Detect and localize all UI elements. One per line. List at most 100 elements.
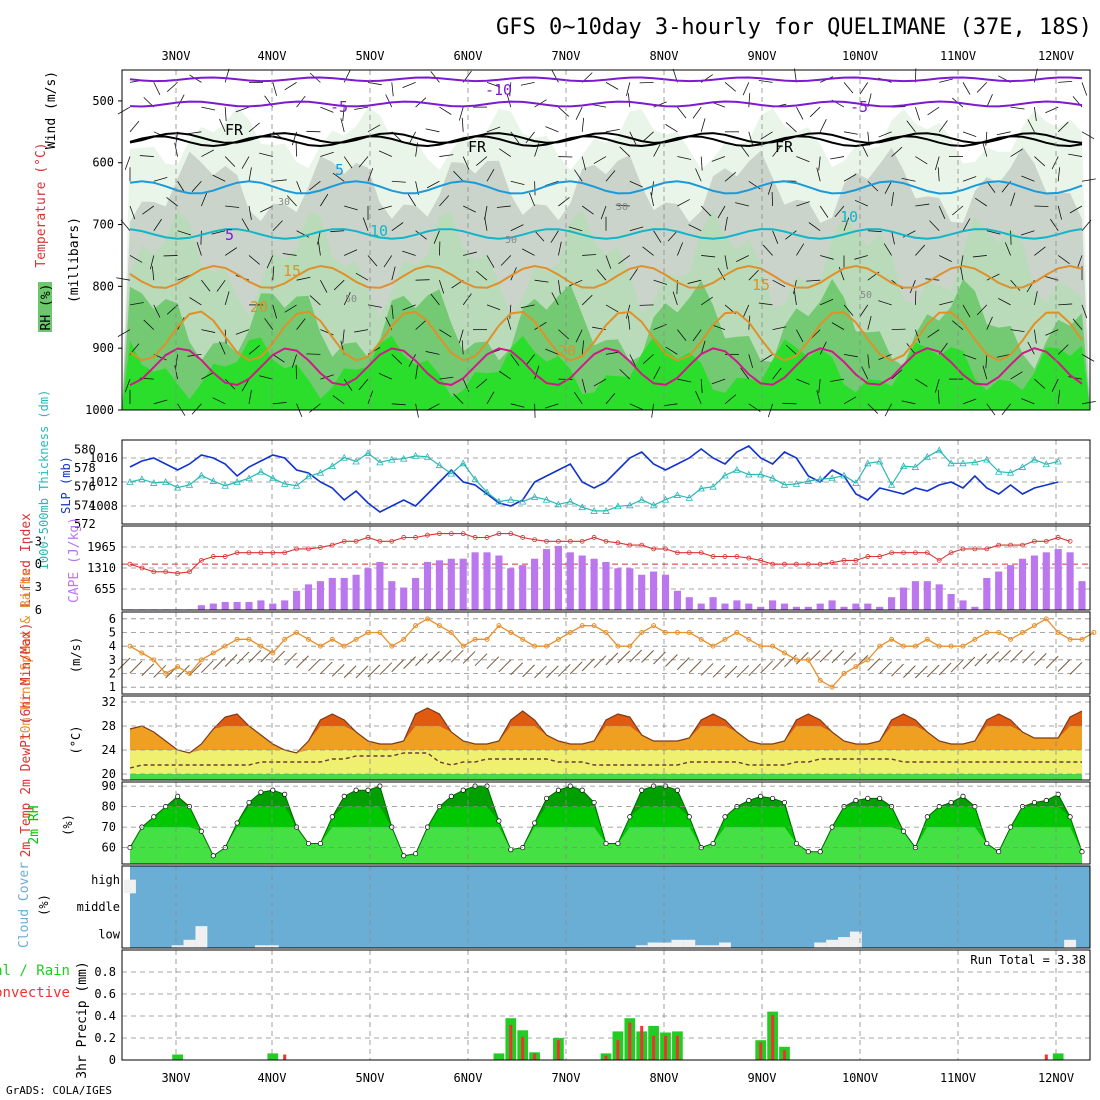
wind10m-barb (1045, 655, 1059, 669)
wind10m-marker (460, 643, 466, 649)
thickness-marker (649, 501, 658, 509)
li-marker (436, 531, 442, 537)
li-marker (865, 554, 871, 559)
wind-barb (425, 128, 440, 133)
wind10m-marker (639, 630, 645, 635)
thickness-marker (150, 479, 158, 486)
thickness-marker (852, 479, 860, 486)
cape-bar (638, 574, 646, 610)
top-date-label: 12NOV (1038, 49, 1074, 63)
wind-barb (296, 181, 303, 195)
panel-frame (121, 949, 1091, 1061)
wind-barb (354, 106, 369, 110)
contour-label: 50 (860, 290, 872, 301)
rh-marker (936, 804, 942, 810)
precip-conv-bar (556, 1040, 560, 1060)
wind-barb (605, 255, 612, 269)
wind-barb (796, 329, 804, 343)
wind-barb (425, 351, 440, 355)
thickness-marker (197, 471, 206, 479)
wind10m-marker (793, 657, 799, 663)
wind-barb (677, 329, 687, 341)
wind10m-barb (1069, 662, 1083, 675)
wind10m-barb (224, 654, 238, 667)
thickness-marker (411, 452, 420, 459)
wind-barb (796, 378, 810, 385)
wind-barb (986, 230, 1001, 235)
wind-barb (1034, 156, 1046, 167)
wind10m-marker (1091, 630, 1097, 635)
contour-label: 10 (370, 222, 388, 240)
wind-barb (986, 273, 1000, 281)
wind-barb (867, 403, 879, 414)
thickness-marker (983, 455, 991, 463)
wind-barb (189, 297, 202, 306)
panel-frame (121, 695, 1091, 781)
wind-barb (758, 302, 773, 306)
li-marker (151, 569, 157, 575)
li-marker (532, 537, 537, 543)
thickness-tick: 574 (74, 498, 96, 512)
li-marker (936, 557, 942, 563)
thickness-marker (554, 500, 563, 508)
wind10m-barb (926, 664, 940, 678)
wind-barb (724, 255, 728, 270)
wind-barb (937, 167, 940, 182)
wind-barb (510, 403, 525, 408)
wind-barb (248, 389, 252, 404)
wind10m-marker (258, 643, 264, 649)
thickness-tick: 578 (74, 461, 96, 475)
wind-barb (665, 346, 678, 355)
wind-barb (651, 181, 654, 196)
li-marker (556, 538, 561, 544)
wind-barb (320, 151, 334, 157)
thickness-marker (257, 467, 265, 475)
wind-barb (796, 106, 804, 120)
thickness-marker (899, 462, 908, 470)
precip-conv-bar (283, 1054, 287, 1060)
li-marker (960, 546, 966, 552)
slp-ylabel: SLP (mb) (59, 456, 73, 514)
wind-barb (129, 205, 136, 220)
wind-barb (1045, 329, 1059, 336)
cape-bar (197, 605, 205, 610)
ytick-label: 5 (109, 626, 116, 640)
wind-barb (735, 202, 749, 207)
wind-barb (867, 230, 882, 233)
wind-barb (653, 143, 661, 157)
top-date-label: 10NOV (842, 49, 878, 63)
wind-barb (120, 219, 131, 231)
wind-barb (581, 378, 586, 393)
bottom-date-label: 8NOV (650, 1071, 679, 1085)
wind10m-marker (425, 616, 430, 622)
wind-barb (1058, 303, 1073, 306)
precip-conv-bar (783, 1050, 786, 1060)
cape-bar (519, 565, 527, 610)
wind-barb (153, 304, 161, 318)
wind10m-marker (579, 623, 585, 629)
wind10m-marker (1043, 616, 1049, 622)
wind-barb (333, 279, 345, 291)
wind-barb (760, 131, 773, 140)
wind10m-marker (960, 643, 966, 649)
thickness-marker (661, 495, 670, 503)
wind-barb (701, 255, 716, 258)
wind-barb (309, 403, 321, 413)
cape-bar (1030, 555, 1038, 610)
contour-label: 30 (616, 202, 628, 213)
thickness-marker (471, 475, 479, 483)
wind-barb (891, 369, 903, 380)
li-marker (841, 557, 847, 563)
wind-barb (593, 378, 607, 387)
wind-barb (711, 378, 726, 385)
wind10m-marker (615, 643, 621, 649)
wind-barb (772, 326, 787, 331)
cape-bar (578, 555, 586, 610)
thickness-marker (721, 471, 729, 479)
precip-total-bar (172, 1054, 183, 1060)
wind10m-barb (903, 665, 916, 678)
rh-shade-layer (122, 335, 1090, 410)
thickness-marker (316, 468, 325, 476)
wind-barb (1010, 192, 1016, 207)
temp-contour (129, 310, 1083, 362)
